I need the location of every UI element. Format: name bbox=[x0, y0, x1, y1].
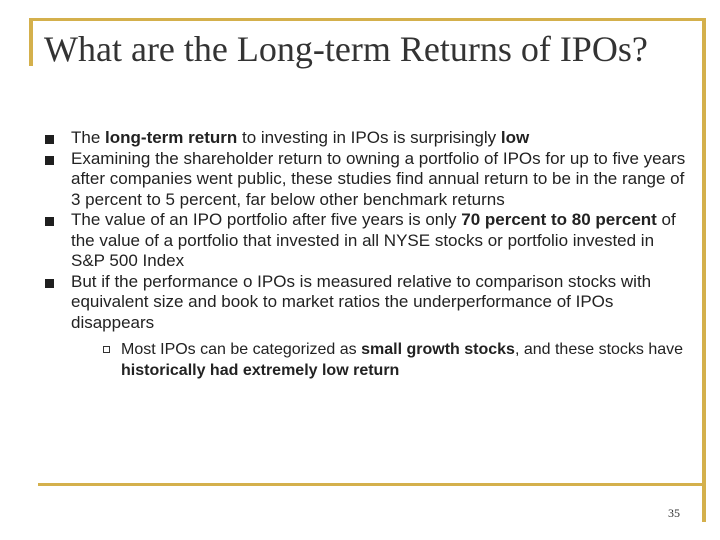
text-run: The value of an IPO portfolio after five… bbox=[71, 210, 462, 229]
bold-text: long-term return bbox=[105, 128, 238, 147]
bullet-list: The long-term return to investing in IPO… bbox=[45, 128, 685, 381]
bullet-text: The value of an IPO portfolio after five… bbox=[71, 210, 686, 272]
text-run: Most IPOs can be categorized as bbox=[121, 341, 362, 358]
text-run: , and these stocks have bbox=[514, 341, 684, 358]
bullet-text: The long-term return to investing in IPO… bbox=[71, 128, 686, 149]
text-run: of the value of a portfolio that investe… bbox=[71, 210, 676, 270]
page-number: 35 bbox=[668, 506, 680, 520]
sub-bullet-item: Most IPOs can be categorized as small gr… bbox=[71, 339, 685, 381]
filled-square-bullet-icon bbox=[45, 217, 54, 226]
text-run: to investing in IPOs is surprisingly bbox=[237, 128, 501, 147]
frame-line-bottom bbox=[38, 483, 706, 486]
frame-line-left bbox=[29, 18, 33, 66]
text-run: The bbox=[71, 128, 106, 147]
frame-line-top bbox=[29, 18, 706, 21]
bold-text: small growth stocks bbox=[361, 341, 515, 358]
bullet-item-4: But if the performance o IPOs is measure… bbox=[45, 272, 685, 382]
filled-square-bullet-icon bbox=[45, 155, 54, 165]
bold-text: low bbox=[500, 128, 530, 147]
bullet-item-1: The long-term return to investing in IPO… bbox=[45, 128, 685, 149]
filled-square-bullet-icon bbox=[45, 278, 54, 288]
bullet-text: But if the performance o IPOs is measure… bbox=[71, 271, 652, 332]
filled-square-bullet-icon bbox=[45, 135, 54, 144]
bold-text: 70 percent to 80 percent bbox=[461, 210, 657, 229]
sub-bullet-text: Most IPOs can be categorized as small gr… bbox=[121, 339, 711, 381]
bullet-item-2: Examining the shareholder return to owni… bbox=[45, 149, 685, 211]
bullet-text: Examining the shareholder return to owni… bbox=[71, 148, 686, 209]
frame-line-right bbox=[702, 18, 706, 522]
bold-text: historically had extremely low return bbox=[121, 362, 400, 379]
bullet-item-3: The value of an IPO portfolio after five… bbox=[45, 210, 685, 272]
hollow-square-bullet-icon bbox=[103, 346, 110, 353]
slide-title: What are the Long-term Returns of IPOs? bbox=[44, 29, 648, 69]
